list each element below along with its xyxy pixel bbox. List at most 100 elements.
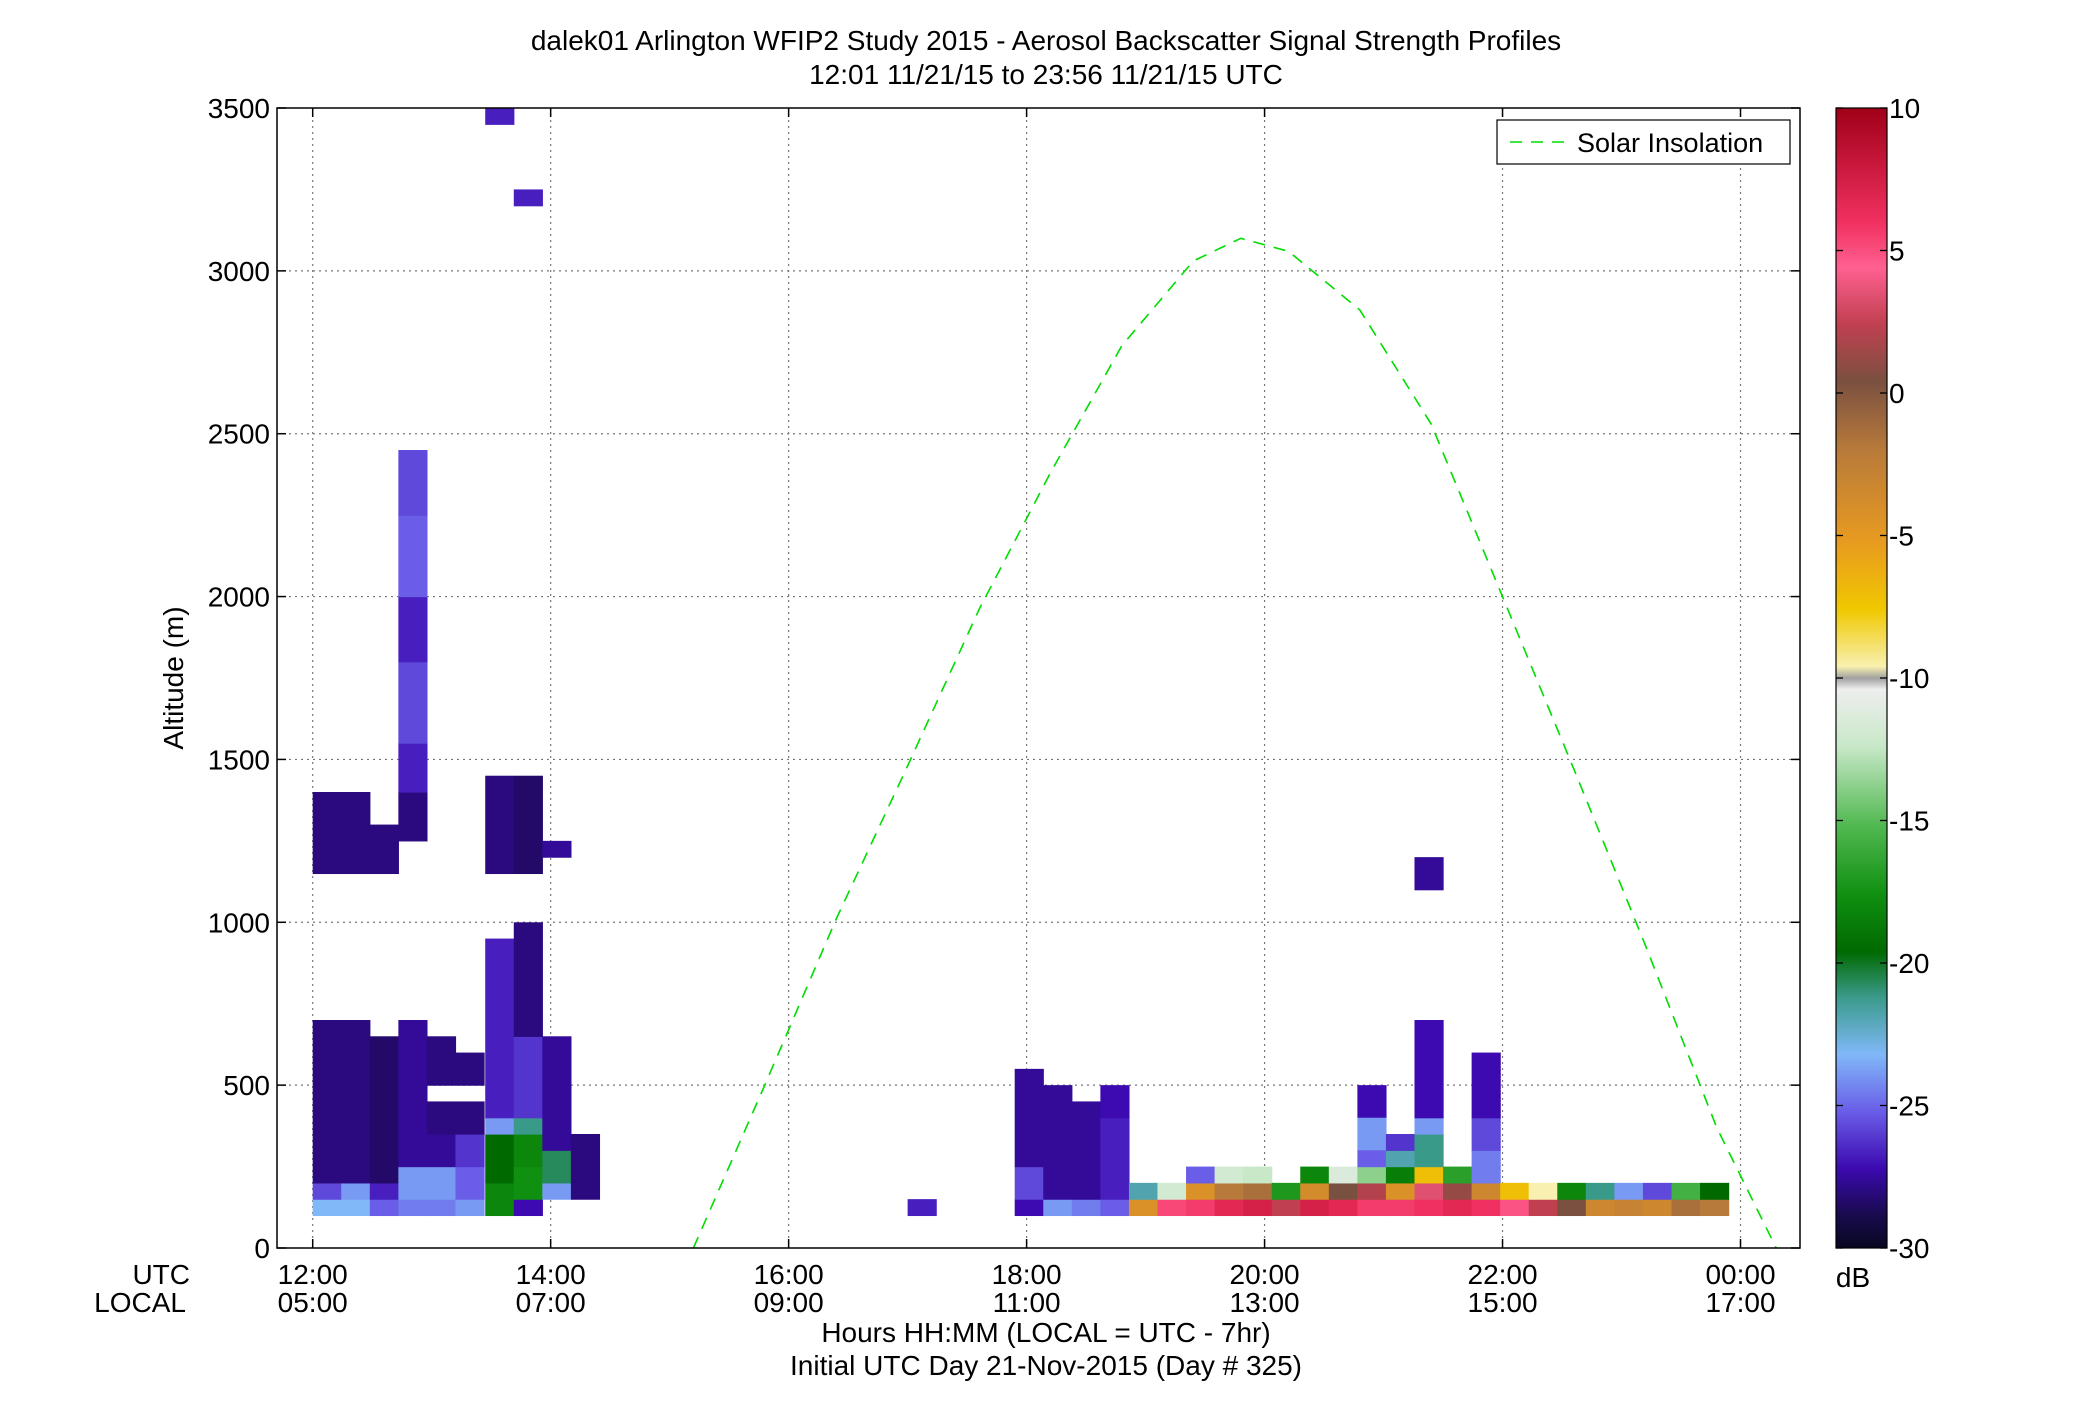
heatmap-cell (1186, 1182, 1216, 1200)
legend-box (1496, 119, 1791, 165)
heatmap-cell (426, 1036, 457, 1086)
legend: Solar Insolation (1496, 119, 1791, 165)
x-axis-label: Hours HH:MM (LOCAL = UTC - 7hr) (821, 1317, 1270, 1348)
heatmap-cell (1300, 1199, 1330, 1217)
heatmap-cell (398, 450, 428, 516)
y-tick-label: 1000 (208, 907, 270, 938)
x-tick-label-local: 13:00 (1230, 1287, 1300, 1318)
heatmap-cell (485, 1182, 515, 1217)
heatmap-cell (398, 515, 428, 598)
heatmap-cell (542, 1150, 572, 1184)
heatmap-cell (341, 1020, 371, 1184)
x-tick-label-utc: 14:00 (516, 1259, 586, 1290)
colorbar-tick-label: -20 (1889, 948, 1929, 979)
heatmap-cell (426, 1166, 457, 1200)
heatmap-cell (513, 1117, 543, 1135)
colorbar-unit-label: dB (1836, 1262, 1870, 1293)
heatmap-cell (1557, 1199, 1587, 1217)
legend-label-solar: Solar Insolation (1577, 128, 1763, 158)
heatmap-cell (1357, 1085, 1387, 1119)
heatmap-cell (398, 1020, 428, 1168)
heatmap-cell (485, 108, 515, 125)
heatmap-cell (1100, 1199, 1130, 1217)
heatmap-cell (513, 1199, 543, 1217)
heatmap-cell (1471, 1150, 1501, 1184)
heatmap-cell (513, 1036, 543, 1119)
colorbar-tick-label: -15 (1889, 806, 1929, 837)
heatmap-cell (1100, 1117, 1130, 1200)
heatmap-cell (1357, 1166, 1387, 1184)
heatmap-cell (341, 1182, 371, 1200)
heatmap-cell (1500, 1199, 1530, 1217)
heatmap-cell (1414, 1020, 1444, 1119)
colorbar-tick-label: 5 (1889, 236, 1905, 267)
colorbar-tick-label: -5 (1889, 521, 1914, 552)
heatmap-cell (1186, 1199, 1216, 1217)
heatmap-cell (398, 1166, 428, 1200)
heatmap-cell (1585, 1199, 1615, 1217)
y-tick-label: 2000 (208, 582, 270, 613)
heatmap-cell (513, 1166, 543, 1200)
heatmap-cell (398, 596, 428, 663)
y-tick-label: 3000 (208, 256, 270, 287)
heatmap-cell (426, 1199, 457, 1217)
heatmap-cell (455, 1052, 485, 1086)
colorbar-tick-label: -25 (1889, 1091, 1929, 1122)
colorbar-tick-label: 0 (1889, 378, 1905, 409)
chart-title: dalek01 Arlington WFIP2 Study 2015 - Aer… (531, 25, 1561, 56)
heatmap-cell (1443, 1199, 1473, 1217)
heatmap-cell (542, 840, 572, 858)
heatmap-cell (1014, 1199, 1044, 1217)
heatmap-cell (398, 1199, 428, 1217)
heatmap-cell (369, 824, 399, 875)
heatmap-cell (1271, 1199, 1301, 1217)
heatmap-cell (1385, 1134, 1416, 1151)
x-tick-label-local: 09:00 (754, 1287, 824, 1318)
heatmap-cell (1014, 1166, 1044, 1200)
heatmap-cell (1014, 1068, 1044, 1168)
colorbar-tick-label: 10 (1889, 93, 1920, 124)
heatmap-cell (1385, 1150, 1416, 1168)
heatmap-cell (485, 1117, 515, 1135)
heatmap-cell (1357, 1150, 1387, 1168)
heatmap-cell (907, 1199, 937, 1217)
heatmap-cell (1043, 1199, 1073, 1217)
heatmap-cell (426, 1134, 457, 1168)
heatmap-cell (312, 1020, 342, 1184)
heatmap-cell (513, 775, 543, 875)
utc-row-label: UTC (132, 1259, 190, 1290)
heatmap-cell (1157, 1199, 1187, 1217)
heatmap-cell (1300, 1166, 1330, 1184)
plot-frame (276, 107, 1801, 1249)
heatmap-cell (1243, 1182, 1273, 1200)
heatmap-cell (1271, 1182, 1301, 1200)
heatmap-cell (1671, 1182, 1701, 1200)
heatmap-cell (570, 1134, 601, 1200)
y-axis-ticks: 0 500 1000 1500 2000 2500 3000 3500 (208, 93, 1800, 1264)
colorbar-tick-label: -30 (1889, 1233, 1929, 1264)
heatmap-cell (1414, 1117, 1444, 1135)
x-tick-label-utc: 12:00 (278, 1259, 348, 1290)
heatmap-cell (369, 1199, 399, 1217)
heatmap-cell (398, 661, 428, 744)
heatmap-cell (312, 1182, 342, 1200)
x-tick-label-utc: 22:00 (1468, 1259, 1538, 1290)
heatmap-cell (1128, 1182, 1159, 1200)
heatmap-cell (1585, 1182, 1615, 1200)
heatmap-cell (1100, 1085, 1130, 1119)
heatmap-cell (1671, 1199, 1701, 1217)
x-tick-label-local: 15:00 (1468, 1287, 1538, 1318)
heatmap-cell (1243, 1166, 1273, 1184)
heatmap-cell (513, 922, 543, 1037)
x-tick-label-utc: 00:00 (1705, 1259, 1775, 1290)
heatmap-cell (455, 1134, 485, 1168)
heatmap-cell (1700, 1199, 1730, 1217)
heatmap-cell (542, 1036, 572, 1151)
heatmap-cell (1557, 1182, 1587, 1200)
heatmap-cell (1414, 1199, 1444, 1217)
heatmap-cell (485, 938, 515, 1119)
heatmap-cell (1300, 1182, 1330, 1200)
heatmap-cell (312, 1199, 371, 1217)
heatmap-cell (1471, 1182, 1501, 1200)
